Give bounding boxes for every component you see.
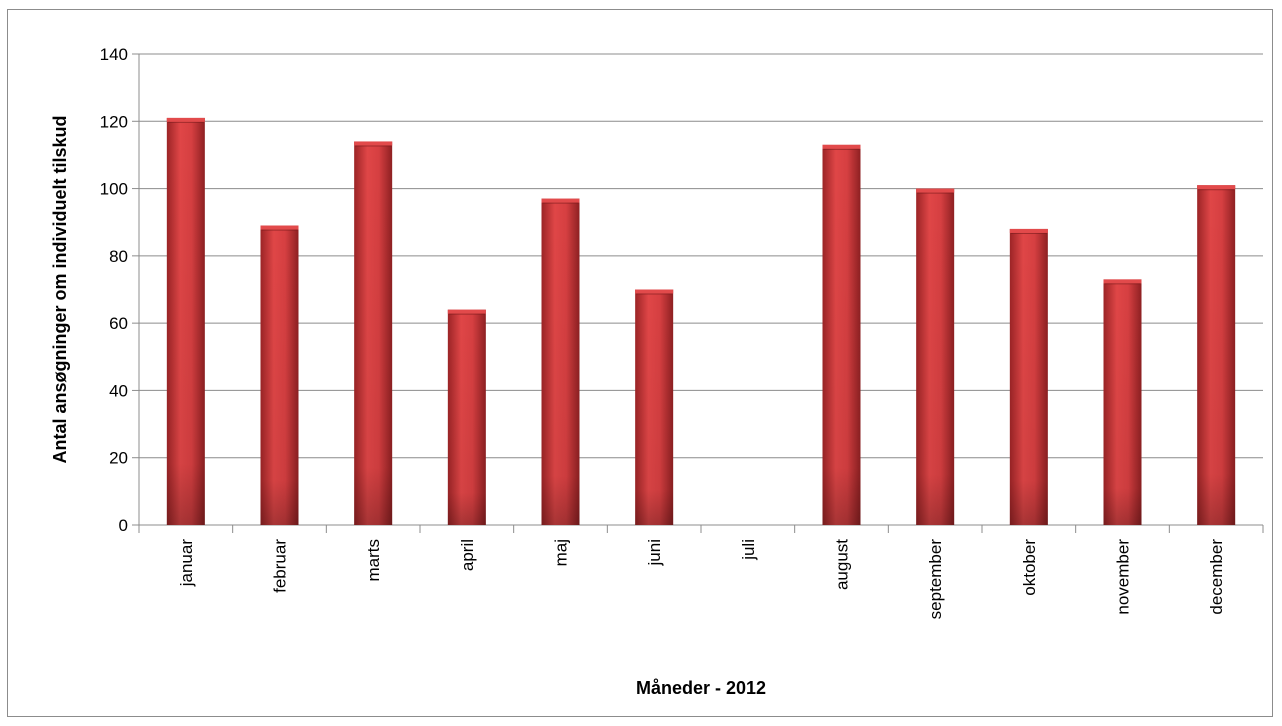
bar-shade	[260, 225, 299, 526]
x-tick-label: marts	[364, 539, 383, 582]
x-tick-label: december	[1207, 539, 1226, 615]
bar-shade	[916, 188, 955, 526]
x-tick-label: maj	[552, 539, 571, 566]
y-tick-label: 100	[100, 180, 128, 199]
bar-top-bevel	[166, 117, 205, 122]
y-tick-label: 80	[109, 247, 128, 266]
y-tick-label: 20	[109, 449, 128, 468]
bar-shade	[1103, 279, 1142, 525]
bar-februar	[260, 225, 299, 526]
bar-top-bevel	[635, 289, 674, 294]
y-tick-label: 120	[100, 112, 128, 131]
bar-top-bevel	[1009, 228, 1048, 233]
x-tick-label: april	[458, 539, 477, 571]
x-tick-label: november	[1114, 539, 1133, 615]
x-tick-labels: januar februar marts april maj juni juli august…	[177, 539, 1226, 620]
chart-frame: 0 20 40 60 80 100 120 140 januar februar marts apr…	[7, 9, 1273, 717]
bar-shade	[447, 309, 486, 525]
bar-december	[1197, 185, 1236, 525]
bar-top-bevel	[1197, 185, 1236, 190]
bar-shade	[354, 141, 393, 525]
bar-januar	[166, 117, 205, 526]
bar-top-bevel	[822, 144, 861, 149]
bar-maj	[541, 198, 580, 525]
y-tick-label: 140	[100, 45, 128, 64]
bar-juni	[635, 289, 674, 525]
bar-top-bevel	[541, 198, 580, 203]
bar-august	[822, 144, 861, 526]
bar-shade	[822, 144, 861, 526]
x-tick-label: juli	[739, 539, 758, 561]
bar-april	[447, 309, 486, 525]
y-tick-labels: 0 20 40 60 80 100 120 140	[100, 45, 128, 535]
y-tick-label: 0	[119, 516, 128, 535]
bars	[166, 117, 1236, 526]
bar-september	[916, 188, 955, 526]
bar-shade	[1009, 228, 1048, 525]
bar-shade	[541, 198, 580, 525]
axes	[132, 53, 1264, 533]
x-tick-label: februar	[271, 539, 290, 593]
x-tick-label: september	[926, 539, 945, 620]
bar-oktober	[1009, 228, 1048, 525]
y-tick-label: 60	[109, 314, 128, 333]
x-tick-label: januar	[177, 539, 196, 588]
bar-november	[1103, 279, 1142, 525]
bar-marts	[354, 141, 393, 525]
x-tick-label: oktober	[1020, 539, 1039, 596]
bar-top-bevel	[354, 141, 393, 146]
bar-shade	[166, 117, 205, 526]
bar-shade	[635, 289, 674, 525]
x-tick-label: juni	[645, 539, 664, 566]
bar-top-bevel	[916, 188, 955, 193]
x-tick-label: august	[833, 539, 852, 590]
bar-top-bevel	[1103, 279, 1142, 284]
y-tick-label: 40	[109, 381, 128, 400]
bar-shade	[1197, 185, 1236, 525]
gridlines	[139, 53, 1263, 459]
x-axis-title: Måneder - 2012	[636, 678, 766, 698]
y-axis-title: Antal ansøgninger om individuelt tilskud	[50, 115, 70, 463]
bar-top-bevel	[260, 225, 299, 230]
bar-top-bevel	[447, 309, 486, 314]
bar-chart: 0 20 40 60 80 100 120 140 januar februar marts apr…	[50, 45, 1264, 698]
